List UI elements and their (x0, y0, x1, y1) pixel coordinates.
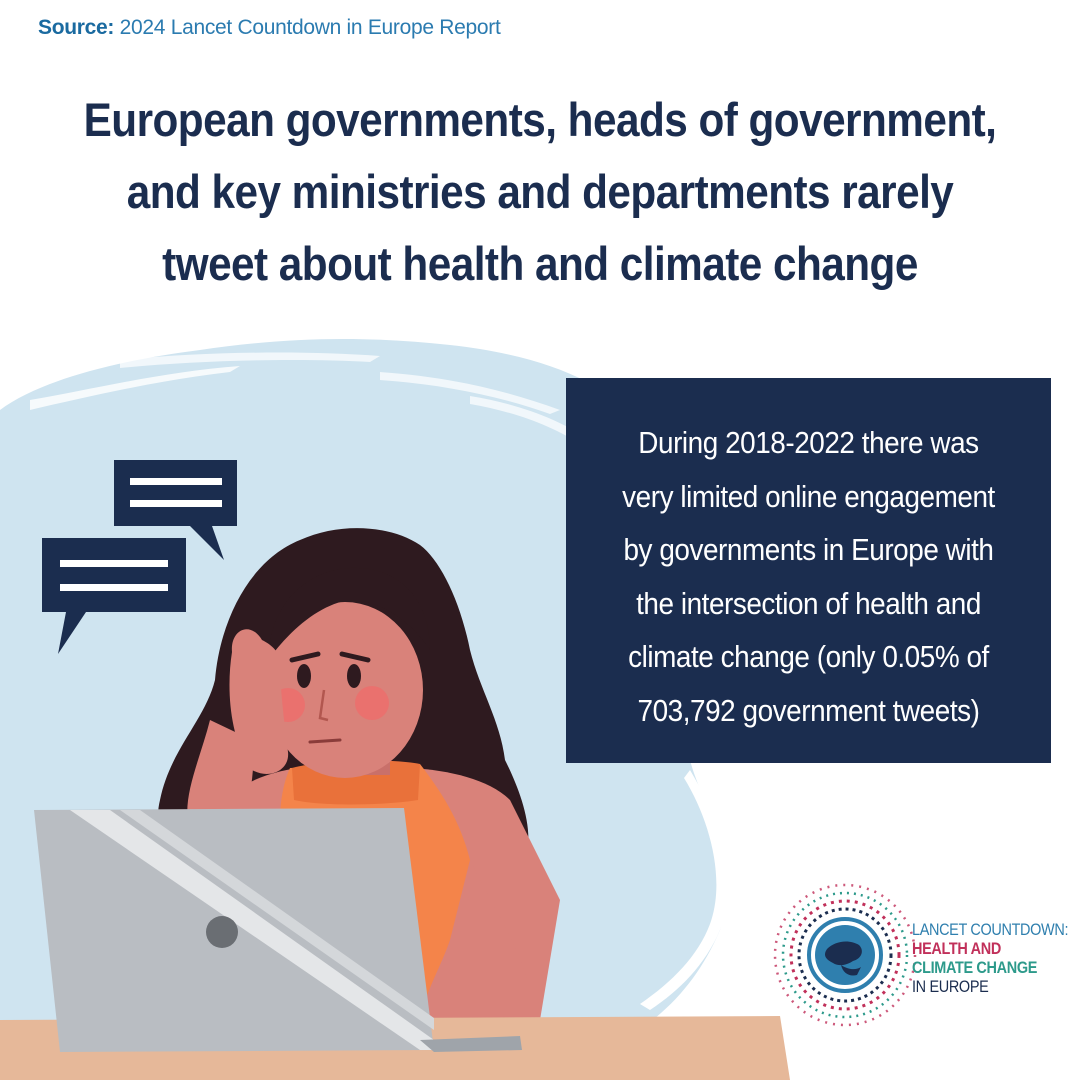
source-text: 2024 Lancet Countdown in Europe Report (119, 16, 501, 39)
info-line: 703,792 government tweets) (637, 692, 980, 728)
headline-line: tweet about health and climate change (162, 237, 918, 290)
info-line: by governments in Europe with (623, 532, 994, 567)
source-label: Source: (38, 16, 115, 39)
logo-line-3: CLIMATE CHANGE (912, 958, 1038, 977)
info-line: climate change (only 0.05% of (628, 639, 989, 674)
info-line: very limited online engagement (622, 478, 995, 514)
logo-text: LANCET COUNTDOWN: HEALTH AND CLIMATE CHA… (912, 920, 1080, 996)
headline-line: and key ministries and departments rarel… (126, 165, 954, 218)
speech-bubble-icon (42, 538, 186, 654)
page-title: European governments, heads of governmen… (72, 84, 1008, 300)
laptop-logo-icon (206, 916, 238, 948)
logo-line-2: HEALTH AND (912, 939, 1001, 958)
logo-line-1: LANCET COUNTDOWN: (912, 920, 1069, 939)
eye (297, 664, 311, 688)
face (267, 602, 423, 778)
info-box: During 2018-2022 there was very limited … (566, 378, 1051, 763)
info-line: the intersection of health and (636, 585, 981, 621)
eye (347, 664, 361, 688)
logo-line-4: IN EUROPE (912, 977, 989, 996)
lancet-countdown-logo (773, 883, 917, 1027)
speech-bubble-icon (114, 460, 237, 560)
laptop (34, 808, 522, 1052)
arm (420, 860, 532, 1030)
info-line: During 2018-2022 there was (638, 425, 979, 460)
source-line: Source: 2024 Lancet Countdown in Europe … (38, 16, 501, 40)
headline-line: European governments, heads of governmen… (83, 93, 997, 146)
